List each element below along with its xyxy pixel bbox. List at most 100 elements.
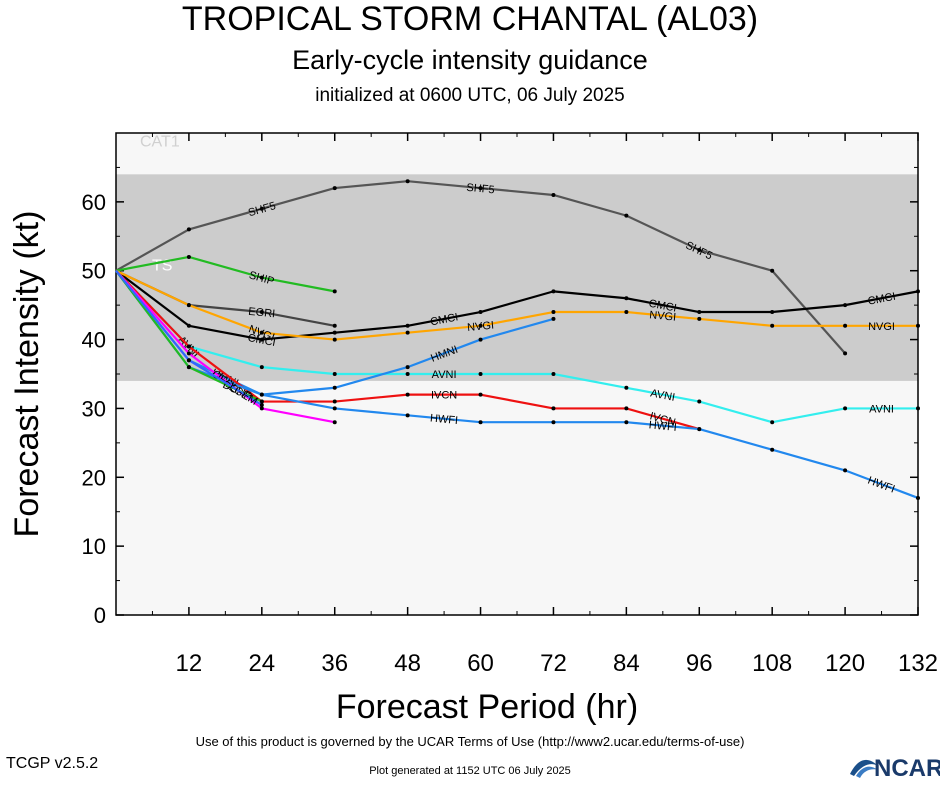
data-point — [259, 337, 264, 342]
data-point — [624, 296, 629, 301]
series-line-nvgi — [115, 269, 918, 341]
y-tick-label: 60 — [82, 190, 106, 215]
x-tick-label: 48 — [394, 650, 421, 677]
series-label: EGRI — [248, 306, 276, 320]
data-point — [259, 275, 264, 280]
ncar-swoosh-icon — [850, 759, 878, 778]
chart-subtitle: Early-cycle intensity guidance — [292, 45, 648, 75]
series-label-group: HWFI — [648, 419, 677, 434]
data-point — [697, 316, 702, 321]
data-point — [624, 310, 629, 315]
series-line-avni — [115, 269, 918, 424]
chart-title: TROPICAL STORM CHANTAL (AL03) — [181, 0, 759, 38]
series-line-cmci — [115, 269, 919, 341]
series-label: NVGI — [868, 321, 895, 333]
data-point — [770, 268, 775, 273]
data-point — [332, 372, 337, 376]
data-point — [770, 447, 775, 452]
x-tick-label: 96 — [686, 650, 713, 677]
series-label-group: IVCN — [431, 390, 457, 402]
data-point — [770, 323, 775, 328]
data-point — [186, 303, 191, 308]
x-tick-label: 132 — [898, 650, 938, 677]
data-point — [259, 399, 264, 404]
series-label: SHF5 — [466, 182, 495, 197]
data-point — [332, 406, 337, 411]
x-tick-label: 72 — [540, 650, 567, 677]
data-point — [259, 206, 264, 211]
terms-of-use-note: Use of this product is governed by the U… — [195, 734, 745, 749]
data-point — [916, 289, 920, 294]
y-tick-label: 0 — [94, 603, 106, 628]
band-label-cat1: CAT1 — [140, 133, 180, 150]
y-tick-label: 10 — [82, 534, 106, 559]
initialized-time: initialized at 0600 UTC, 06 July 2025 — [315, 85, 625, 106]
series-label-group: EGRI — [248, 306, 276, 320]
series-label-group: AVNI — [869, 403, 894, 415]
series-label-group: CMCI — [247, 332, 277, 349]
series-line-hwfi — [115, 270, 919, 499]
series-cmci: CMCI CMCI CMCI CMCI — [115, 269, 920, 349]
data-point — [332, 337, 337, 342]
data-point — [551, 420, 556, 425]
series-line-ofcl — [115, 269, 335, 424]
data-point — [478, 186, 483, 191]
data-point — [843, 303, 848, 308]
version-label: TCGP v2.5.2 — [6, 755, 99, 772]
data-point — [551, 192, 556, 197]
data-point — [551, 372, 556, 376]
data-point — [332, 289, 337, 294]
data-point — [259, 365, 264, 370]
series-label: CMCI — [429, 311, 459, 328]
series-label: AVNI — [869, 403, 894, 415]
data-point — [770, 420, 775, 425]
x-tick-label: 24 — [248, 650, 275, 677]
series-label-group: SHF5 — [466, 182, 495, 197]
data-point — [697, 399, 702, 404]
series-label: HWFI — [429, 412, 458, 427]
data-point — [478, 420, 483, 425]
data-point — [186, 351, 191, 356]
series-label: NVGI — [649, 309, 677, 323]
data-point — [624, 385, 629, 390]
data-point — [478, 323, 483, 328]
data-point — [332, 399, 337, 404]
series-label-group: CMCI — [648, 298, 678, 315]
data-point — [624, 213, 629, 218]
x-tick-label: 84 — [613, 650, 640, 677]
y-tick-label: 20 — [82, 465, 106, 490]
intensity-band-ts — [116, 174, 918, 381]
series-line-ship — [115, 255, 335, 293]
generated-timestamp: Plot generated at 1152 UTC 06 July 2025 — [369, 765, 571, 777]
data-point — [916, 495, 920, 500]
data-point — [405, 372, 410, 376]
data-point — [478, 310, 483, 315]
x-axis-label: Forecast Period (hr) — [336, 688, 638, 726]
series-label-group: NVGI — [649, 309, 677, 323]
data-point — [843, 406, 848, 411]
data-point — [332, 323, 337, 328]
y-axis: 0 10 20 30 40 50 60 — [82, 166, 918, 628]
x-tick-label: 108 — [752, 650, 792, 677]
series-label: CMCI — [247, 332, 277, 349]
series-label-group: AVNI — [649, 387, 676, 403]
x-tick-label: 12 — [176, 650, 203, 677]
x-tick-label: 120 — [825, 650, 865, 677]
data-point — [916, 323, 920, 328]
data-point — [916, 406, 920, 411]
data-point — [697, 248, 702, 253]
x-tick-label: 36 — [321, 650, 348, 677]
data-point — [843, 351, 848, 356]
data-point — [697, 310, 702, 315]
data-point — [624, 406, 629, 411]
ncar-logo-text: NCAR — [874, 755, 940, 780]
data-point — [186, 227, 191, 232]
data-point — [332, 186, 337, 191]
series-label-group: HWFI — [429, 412, 458, 427]
data-point — [843, 323, 848, 328]
data-point — [186, 358, 191, 363]
data-point — [332, 385, 337, 390]
intensity-band-cat1 — [116, 133, 918, 175]
